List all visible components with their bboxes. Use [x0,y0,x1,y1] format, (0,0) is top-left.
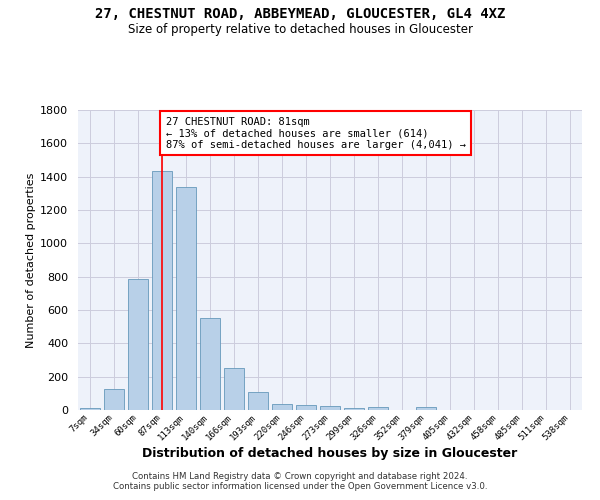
Text: Size of property relative to detached houses in Gloucester: Size of property relative to detached ho… [128,22,473,36]
Bar [104,389,124,410]
Bar [416,406,436,410]
Bar [224,368,244,410]
Bar [344,408,364,410]
Bar [368,406,388,410]
Bar [296,405,316,410]
Bar [176,186,196,410]
Bar [128,279,148,410]
Bar [272,404,292,410]
Bar [80,408,100,410]
Text: Distribution of detached houses by size in Gloucester: Distribution of detached houses by size … [142,448,518,460]
Bar [152,171,172,410]
Bar [320,406,340,410]
Bar [200,318,220,410]
Text: 27, CHESTNUT ROAD, ABBEYMEAD, GLOUCESTER, GL4 4XZ: 27, CHESTNUT ROAD, ABBEYMEAD, GLOUCESTER… [95,8,505,22]
Text: Contains HM Land Registry data © Crown copyright and database right 2024.: Contains HM Land Registry data © Crown c… [132,472,468,481]
Text: Contains public sector information licensed under the Open Government Licence v3: Contains public sector information licen… [113,482,487,491]
Bar [248,392,268,410]
Y-axis label: Number of detached properties: Number of detached properties [26,172,36,348]
Text: 27 CHESTNUT ROAD: 81sqm
← 13% of detached houses are smaller (614)
87% of semi-d: 27 CHESTNUT ROAD: 81sqm ← 13% of detache… [166,116,466,150]
